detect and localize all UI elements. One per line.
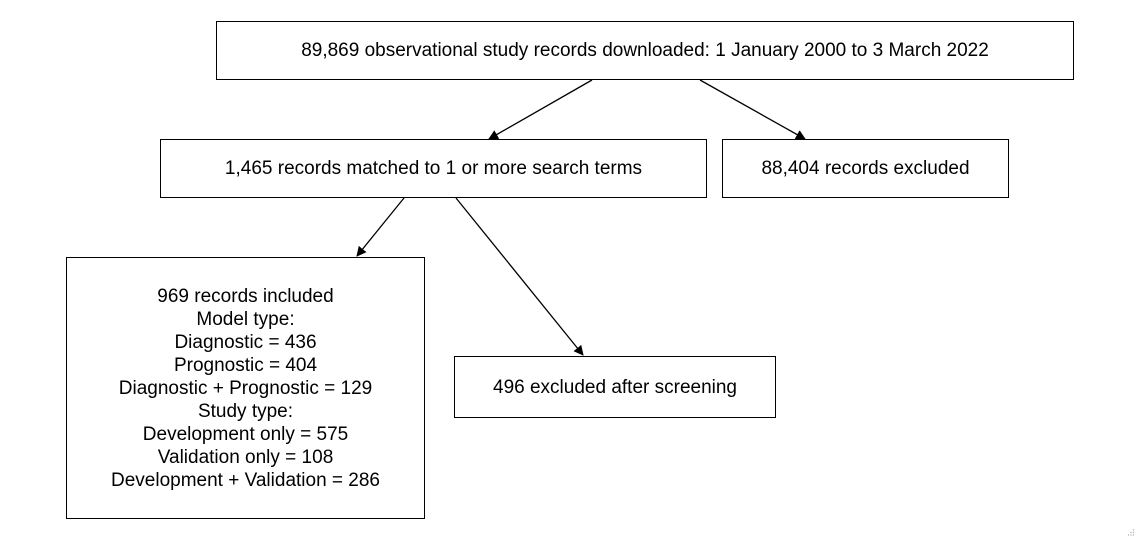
- included-line-development-validation: Development + Validation = 286: [111, 469, 380, 491]
- included-line-total: 969 records included: [157, 285, 334, 307]
- included-line-diagnostic-prognostic: Diagnostic + Prognostic = 129: [118, 377, 373, 399]
- node-records-included: 969 records included Model type: Diagnos…: [66, 257, 425, 519]
- arrow-downloaded-to-excluded: [699, 79, 806, 140]
- arrow-downloaded-to-matched: [488, 79, 593, 140]
- node-records-matched-label: 1,465 records matched to 1 or more searc…: [224, 158, 643, 179]
- node-excluded-after-screening: 496 excluded after screening: [454, 356, 776, 418]
- included-line-development-only: Development only = 575: [142, 423, 349, 445]
- node-records-excluded: 88,404 records excluded: [722, 139, 1009, 198]
- node-records-matched: 1,465 records matched to 1 or more searc…: [160, 139, 707, 198]
- node-records-excluded-label: 88,404 records excluded: [761, 158, 970, 179]
- node-records-downloaded-label: 89,869 observational study records downl…: [301, 40, 989, 61]
- included-line-validation-only: Validation only = 108: [157, 446, 334, 468]
- included-line-diagnostic: Diagnostic = 436: [174, 331, 317, 353]
- included-line-prognostic: Prognostic = 404: [173, 354, 318, 376]
- arrow-matched-to-screening-excluded: [455, 197, 584, 356]
- included-line-model-type-heading: Model type:: [196, 308, 295, 330]
- node-records-downloaded: 89,869 observational study records downl…: [216, 21, 1074, 80]
- resize-grip-icon[interactable]: [1127, 528, 1135, 536]
- node-excluded-after-screening-label: 496 excluded after screening: [493, 376, 737, 398]
- included-line-study-type-heading: Study type:: [197, 400, 294, 422]
- arrow-matched-to-included: [356, 197, 405, 257]
